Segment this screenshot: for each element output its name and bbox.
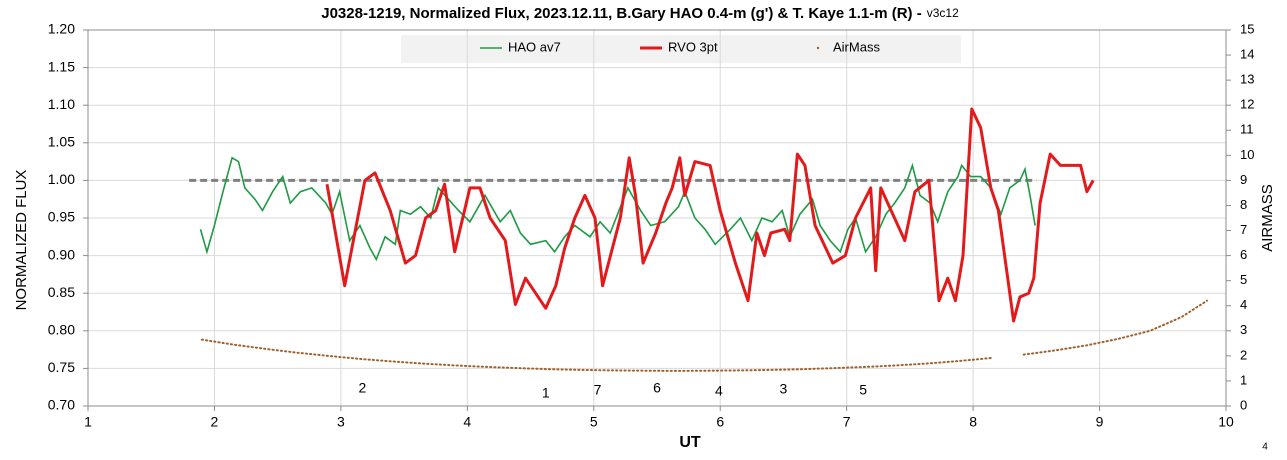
x-tick-label: 1 bbox=[84, 414, 92, 430]
y-axis-label: NORMALIZED FLUX bbox=[13, 170, 30, 311]
y2-axis-label: AIRMASS bbox=[1259, 184, 1276, 252]
legend-label: RVO 3pt bbox=[668, 39, 718, 54]
y-tick-label: 0.85 bbox=[48, 284, 75, 300]
chart-title: J0328-1219, Normalized Flux, 2023.12.11,… bbox=[321, 5, 921, 22]
y2-tick-label: 12 bbox=[1240, 97, 1254, 112]
annotation: 5 bbox=[859, 382, 867, 398]
series-line bbox=[325, 107, 1095, 323]
y2-tick-label: 1 bbox=[1240, 372, 1247, 387]
x-tick-label: 2 bbox=[211, 414, 219, 430]
chart-title-group: J0328-1219, Normalized Flux, 2023.12.11,… bbox=[321, 5, 959, 22]
y2-tick-label: 14 bbox=[1240, 47, 1254, 62]
annotation: 1 bbox=[542, 385, 550, 401]
footnote: 4 bbox=[1262, 442, 1268, 453]
legend-marker bbox=[816, 46, 820, 50]
y2-tick-label: 3 bbox=[1240, 322, 1247, 337]
y2-tick-label: 7 bbox=[1240, 222, 1247, 237]
x-tick-label: 4 bbox=[463, 414, 471, 430]
annotation: 3 bbox=[780, 381, 788, 397]
y2-tick-label: 8 bbox=[1240, 197, 1247, 212]
y2-tick-label: 2 bbox=[1240, 347, 1247, 362]
x-tick-label: 9 bbox=[1096, 414, 1104, 430]
y-tick-label: 1.10 bbox=[48, 96, 75, 112]
legend-box bbox=[401, 35, 961, 63]
y2-tick-label: 15 bbox=[1240, 21, 1254, 36]
chart-subtitle: v3c12 bbox=[927, 6, 959, 20]
y-tick-label: 0.75 bbox=[48, 359, 75, 375]
annotation: 7 bbox=[594, 382, 602, 398]
legend-label: HAO av7 bbox=[508, 39, 561, 54]
series-line bbox=[200, 299, 1208, 372]
y2-tick-label: 6 bbox=[1240, 247, 1247, 262]
y2-tick-label: 4 bbox=[1240, 297, 1247, 312]
legend-label: AirMass bbox=[833, 39, 880, 54]
x-axis-label: UT bbox=[679, 434, 701, 451]
x-tick-label: 7 bbox=[843, 414, 851, 430]
y2-tick-label: 5 bbox=[1240, 272, 1247, 287]
y-tick-label: 0.70 bbox=[48, 397, 75, 413]
y-tick-label: 1.05 bbox=[48, 134, 75, 150]
y-tick-label: 1.20 bbox=[48, 21, 75, 37]
series-line bbox=[199, 156, 1036, 262]
y2-tick-label: 10 bbox=[1240, 147, 1254, 162]
y-tick-label: 0.95 bbox=[48, 209, 75, 225]
annotation: 2 bbox=[358, 380, 366, 396]
y-tick-label: 1.00 bbox=[48, 171, 75, 187]
annotation: 6 bbox=[653, 380, 661, 396]
x-tick-label: 5 bbox=[590, 414, 598, 430]
y-tick-label: 0.90 bbox=[48, 246, 75, 262]
y-tick-label: 0.80 bbox=[48, 322, 75, 338]
plot-frame bbox=[87, 29, 1227, 407]
y2-tick-label: 0 bbox=[1240, 397, 1247, 412]
y2-tick-label: 13 bbox=[1240, 72, 1254, 87]
y2-tick-label: 9 bbox=[1240, 172, 1247, 187]
annotation: 4 bbox=[715, 383, 723, 399]
y2-tick-label: 11 bbox=[1240, 122, 1254, 137]
x-tick-label: 6 bbox=[716, 414, 724, 430]
x-tick-label: 8 bbox=[969, 414, 977, 430]
y-tick-label: 1.15 bbox=[48, 58, 75, 74]
x-tick-label: 10 bbox=[1218, 414, 1234, 430]
x-tick-label: 3 bbox=[337, 414, 345, 430]
